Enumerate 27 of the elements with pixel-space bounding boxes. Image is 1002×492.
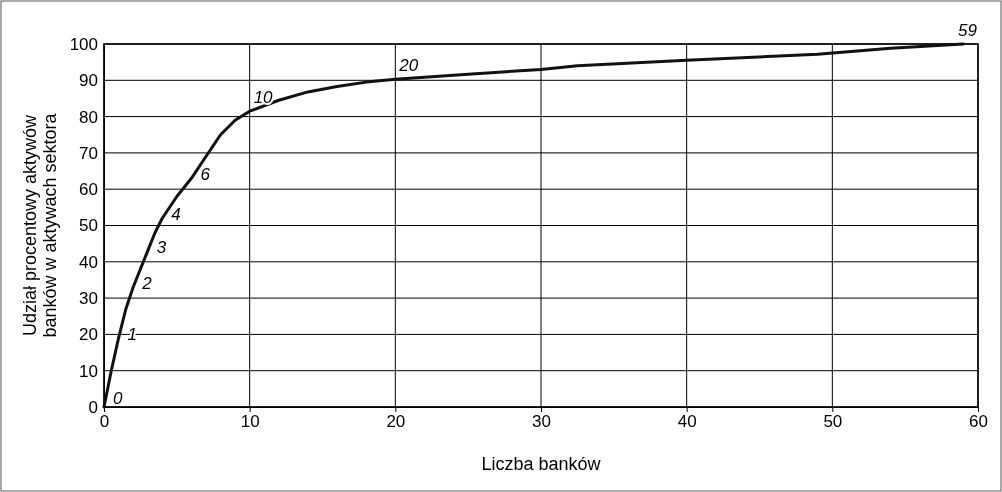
y-tick-label: 20: [79, 325, 98, 345]
x-tick-label: 50: [823, 412, 843, 432]
y-tick-label: 100: [69, 34, 98, 54]
annotation: 20: [398, 56, 419, 76]
x-tick-label: 20: [386, 412, 406, 432]
y-tick-label: 30: [79, 289, 98, 309]
y-tick-label: 10: [79, 361, 98, 381]
annotation: 2: [141, 274, 153, 294]
y-tick-label: 0: [88, 397, 98, 417]
annotation: 6: [200, 165, 211, 185]
x-tick-label: 10: [240, 412, 260, 432]
y-tick-label: 90: [79, 71, 98, 91]
y-tick-label: 70: [79, 143, 98, 163]
x-tick-label: 60: [969, 412, 988, 432]
annotation: 3: [156, 237, 167, 257]
y-tick-label: 50: [79, 216, 98, 236]
annotation: 4: [171, 205, 181, 225]
x-axis-title: Liczba banków: [481, 454, 602, 474]
x-tick-label: 40: [677, 412, 697, 432]
annotation: 10: [253, 88, 274, 108]
y-axis-title: Udział procentowy aktywów banków w aktywach sektora: [20, 112, 60, 338]
annotation: 0: [113, 389, 123, 408]
annotation: 59: [957, 21, 978, 40]
y-tick-label: 60: [79, 180, 98, 200]
x-tick-label: 30: [532, 412, 551, 432]
y-tick-label: 80: [79, 107, 98, 127]
y-tick-label: 40: [79, 252, 98, 272]
